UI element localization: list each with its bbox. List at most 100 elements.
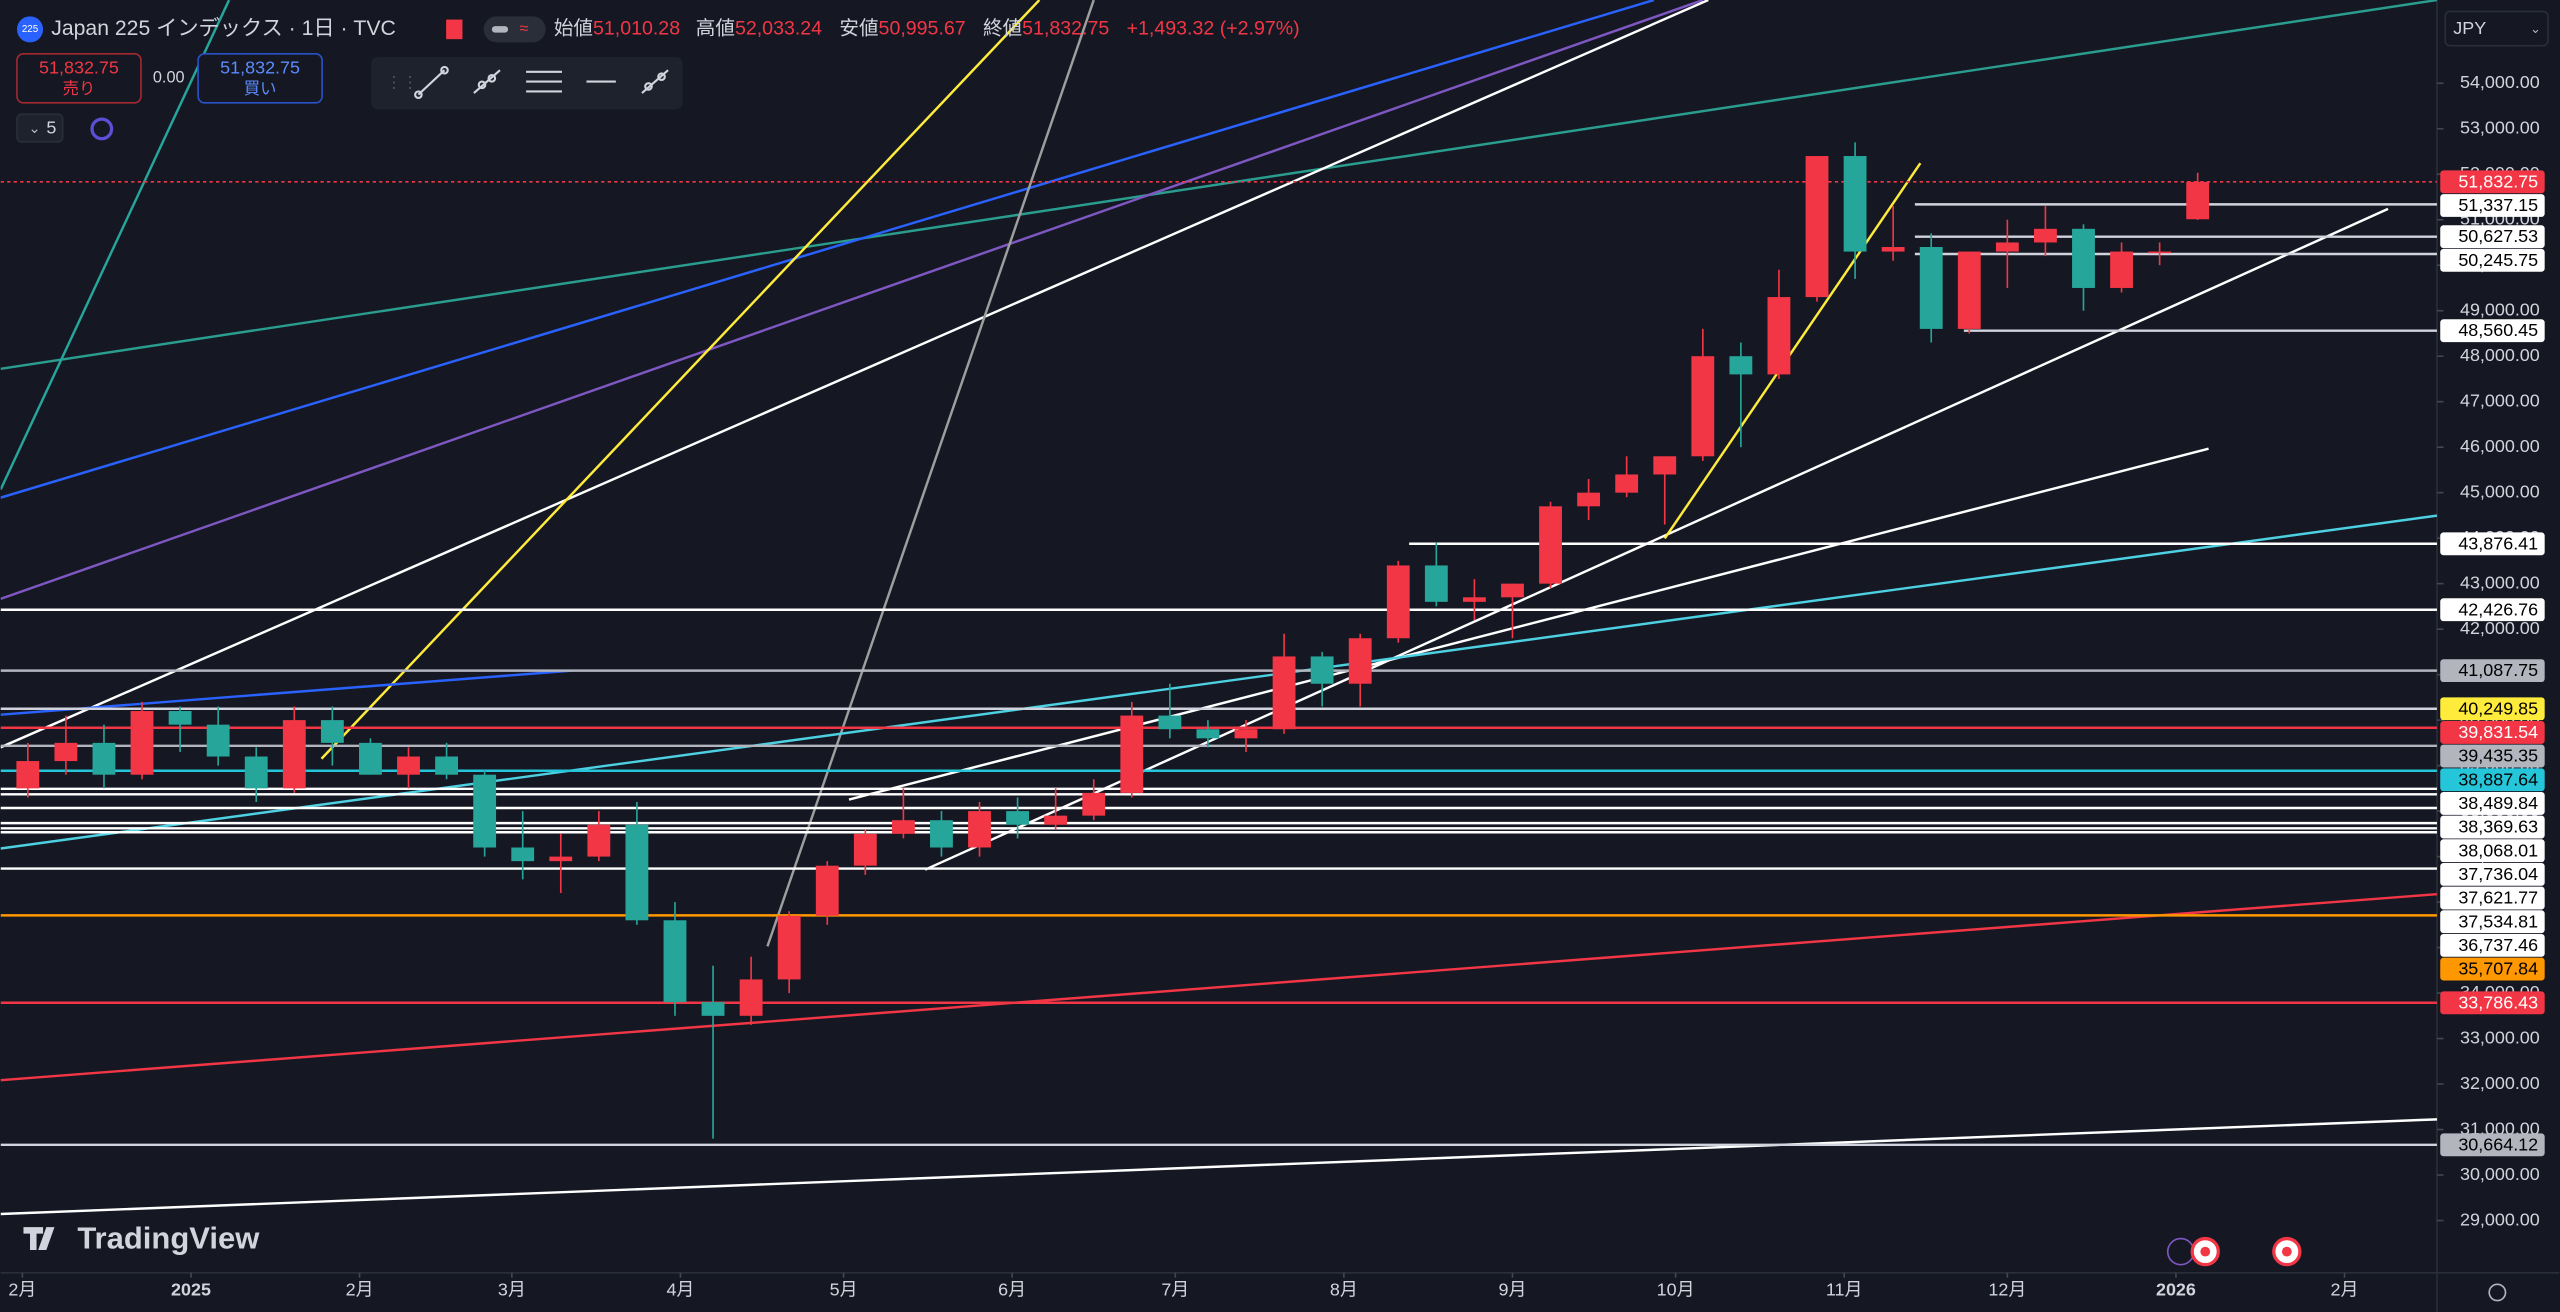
candle-body <box>1348 638 1372 684</box>
price-label-bg <box>2440 910 2545 934</box>
symbol-title[interactable]: Japan 225 インデックス · 1日 · TVC <box>51 16 396 40</box>
price-label: 51,832.75 <box>2458 171 2538 191</box>
y-tick-label: 31,000.00 <box>2460 1118 2540 1138</box>
candle-body <box>1919 247 1943 329</box>
x-tick-label: 12月 <box>1988 1280 2026 1300</box>
tool-dot <box>414 90 423 99</box>
price-label: 41,087.75 <box>2458 660 2538 680</box>
drag-handle[interactable]: ⋮⋮ <box>386 74 419 92</box>
candle-body <box>168 711 192 725</box>
tool-ray[interactable] <box>473 69 501 94</box>
x-tick-label: 2月 <box>8 1280 36 1300</box>
candle-body <box>1881 247 1905 252</box>
event-icon-dot <box>2281 1246 2292 1257</box>
plot-area <box>0 0 2437 1216</box>
tool-icons <box>414 65 669 99</box>
candle-body <box>1082 792 1106 816</box>
sell-label: 売り <box>63 80 96 98</box>
candle-body <box>853 833 877 866</box>
indicator-toggle[interactable] <box>16 113 64 143</box>
spread: 0.00 <box>153 69 185 87</box>
trend-line <box>0 0 2437 371</box>
currency-select[interactable] <box>2444 10 2549 47</box>
price-label: 39,435.35 <box>2458 746 2538 766</box>
price-label: 50,627.53 <box>2458 226 2538 246</box>
price-label-bg <box>2440 933 2545 957</box>
toggle[interactable] <box>483 16 546 43</box>
trend-line <box>0 0 1704 600</box>
trend-line <box>0 0 1655 499</box>
y-tick-label: 29,000.00 <box>2460 1209 2540 1229</box>
buy-price: 51,832.75 <box>220 57 300 77</box>
price-label: 35,707.84 <box>2458 959 2538 979</box>
price-label-bg <box>2440 720 2545 744</box>
toggle-icon <box>491 26 509 33</box>
trend-line <box>0 514 2437 850</box>
candle-body <box>1196 729 1220 739</box>
candle-body <box>1957 251 1981 329</box>
settings-icon[interactable] <box>2488 1283 2507 1302</box>
drawing-toolbar: ⋮⋮ <box>371 57 683 110</box>
price-label: 38,369.63 <box>2458 817 2538 837</box>
price-label: 38,489.84 <box>2458 793 2538 813</box>
sell-button[interactable] <box>16 53 142 104</box>
candle-body <box>320 720 344 743</box>
candle-body <box>1577 492 1601 507</box>
trend-line <box>1663 162 1922 540</box>
candle-body <box>1615 474 1639 493</box>
candle-body <box>473 774 497 848</box>
price-label-bg <box>2440 839 2545 863</box>
sync-icon[interactable] <box>90 117 114 141</box>
candle-body <box>2072 228 2095 288</box>
badge-text: 225 <box>22 24 39 35</box>
candle-body <box>1539 506 1562 584</box>
ohlc-value: 51,832.75 <box>1022 18 1109 40</box>
candle-body <box>1995 242 2019 252</box>
tool-trendline[interactable] <box>417 69 446 96</box>
x-tick-label: 2025 <box>171 1280 211 1300</box>
buy-button[interactable] <box>197 53 323 104</box>
price-label: 37,736.04 <box>2458 864 2538 884</box>
ohlc-change: +1,493.32 (+2.97%) <box>1127 18 1300 40</box>
buy-label: 買い <box>244 80 277 98</box>
toggle-icon: ≈ <box>520 20 529 38</box>
candle-body <box>1805 156 1829 298</box>
y-tick-label: 47,000.00 <box>2460 390 2540 410</box>
candle-body <box>397 756 420 775</box>
candle-body <box>206 724 230 757</box>
ohlc-label: 始値 <box>554 18 593 40</box>
price-label: 42,426.76 <box>2458 599 2538 619</box>
price-label: 43,876.41 <box>2458 533 2538 553</box>
tool-dot <box>440 65 449 75</box>
candle-body <box>16 761 40 789</box>
candle-body <box>739 979 763 1016</box>
logo-text: TradingView <box>77 1220 260 1255</box>
candle-body <box>1158 715 1182 730</box>
trend-line <box>848 447 2209 801</box>
candle-body <box>1310 656 1334 684</box>
logo-mark <box>23 1227 55 1250</box>
ohlc-value: 52,033.24 <box>735 18 822 40</box>
tool-dot <box>477 80 487 90</box>
price-label-bg <box>2440 659 2545 683</box>
price-label-bg <box>2440 248 2545 272</box>
candle-body <box>1234 729 1258 739</box>
candle-body <box>54 742 78 762</box>
x-tick-label: 2月 <box>346 1280 374 1300</box>
candle-body <box>625 824 649 921</box>
price-label: 30,664.12 <box>2458 1134 2538 1154</box>
x-tick-label: 5月 <box>830 1280 858 1300</box>
tool-dot <box>487 74 497 83</box>
trend-line <box>0 892 2437 1082</box>
candle-body <box>2148 251 2172 254</box>
x-tick-label: 4月 <box>666 1280 694 1300</box>
candle-body <box>2186 181 2210 220</box>
y-tick-label: 46,000.00 <box>2460 436 2540 456</box>
trend-line <box>0 669 572 716</box>
price-label-bg <box>2440 319 2545 343</box>
candle-body <box>1424 565 1448 602</box>
ohlc-value: 50,995.67 <box>879 18 966 40</box>
ohlc-label: 高値 <box>696 18 735 40</box>
candle-body <box>1843 156 1867 252</box>
candle-body <box>282 720 306 789</box>
